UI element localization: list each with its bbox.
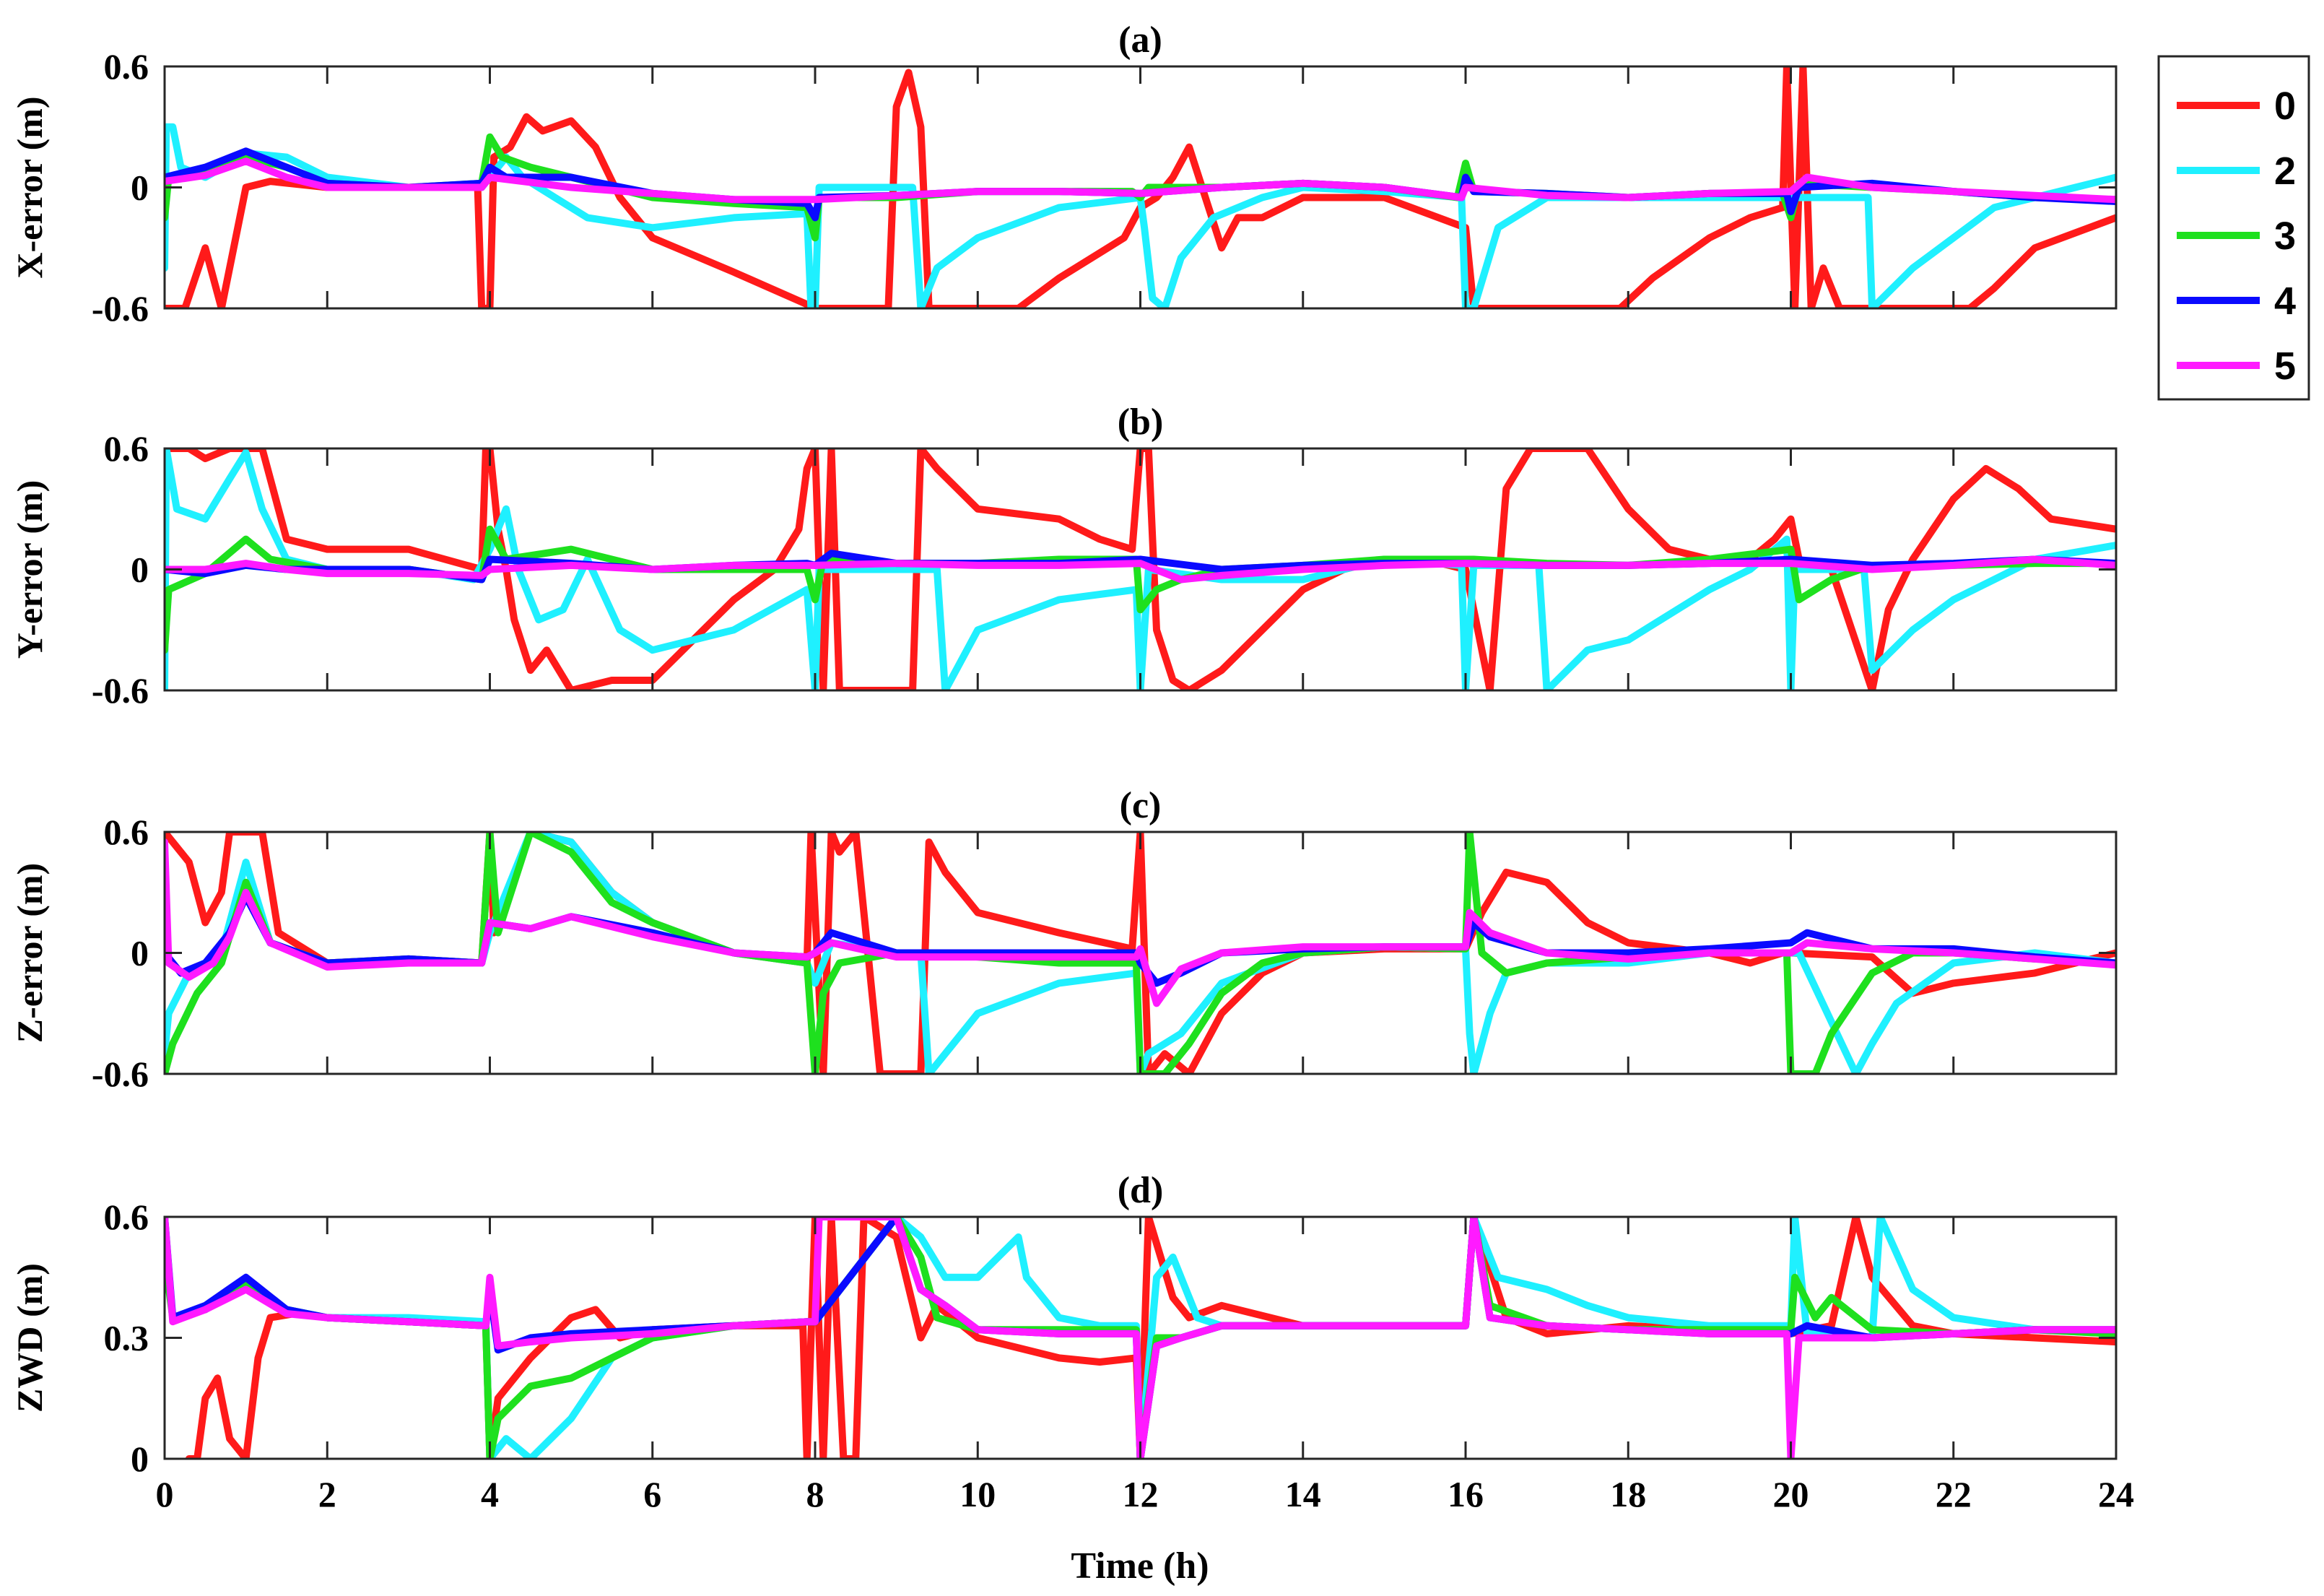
y-axis-label: X-error (m) [9,96,50,278]
y-tick-label: 0.3 [104,1318,149,1358]
x-tick-label: 2 [318,1474,336,1514]
x-tick-label: 8 [806,1474,824,1514]
panel-title: (d) [1118,1170,1164,1211]
legend-label-3: 3 [2274,214,2296,258]
y-tick-label: 0 [131,550,149,590]
series-line-5 [165,1217,2116,1459]
y-tick-label: 0 [131,168,149,208]
y-tick-label: 0 [131,933,149,973]
panels: -0.6 0 0.6 (a) X-error (m) -0.6 0 0.6 (b) Y-error… [9,19,2134,1514]
y-tick-label: -0.6 [92,670,149,711]
y-tick-label: 0.6 [104,812,149,852]
y-axis-label: Z-error (m) [9,863,50,1043]
series-group [165,448,2116,690]
x-tick-label: 10 [959,1474,996,1514]
y-tick-label: 0.6 [104,46,149,87]
panel-title: (a) [1118,19,1162,61]
legend-label-2: 2 [2274,149,2296,193]
series-line-5 [165,555,2116,584]
series-line-5 [165,838,2116,1007]
x-tick-label: 4 [481,1474,499,1514]
x-tick-label: 12 [1123,1474,1159,1514]
y-axis-label: Y-error (m) [9,480,50,659]
y-tick-label: 0 [131,1439,149,1479]
x-axis-label: Time (h) [1071,1545,1209,1587]
x-tick-label: 16 [1448,1474,1484,1514]
x-tick-label: 20 [1773,1474,1809,1514]
y-tick-label: 0.6 [104,428,149,469]
x-tick-label: 18 [1610,1474,1646,1514]
series-group [165,1217,2116,1459]
y-tick-label: 0.6 [104,1197,149,1237]
x-tick-label: 0 [156,1474,174,1514]
legend: 0 2 3 4 5 [2157,55,2310,401]
y-axis-label: ZWD (m) [9,1263,50,1413]
x-tick-label: 24 [2098,1474,2134,1514]
series-group [165,832,2116,1074]
y-tick-label: -0.6 [92,1054,149,1094]
legend-box [2157,55,2310,401]
series-line-0 [165,66,2116,308]
x-tick-label: 6 [643,1474,661,1514]
panel-1: -0.6 0 0.6 (a) X-error (m) [9,19,2118,329]
series-line-4 [165,893,2116,987]
panel-3: -0.6 0 0.6 (c) Z-error (m) [9,785,2118,1094]
series-group [165,66,2116,308]
y-tick-label: -0.6 [92,288,149,329]
x-tick-label: 14 [1285,1474,1321,1514]
panel-title: (c) [1120,785,1162,826]
x-tick-label: 22 [1936,1474,1972,1514]
legend-label-0: 0 [2274,84,2296,128]
legend-label-4: 4 [2274,279,2296,323]
legend-label-5: 5 [2274,344,2296,388]
panel-title: (b) [1118,402,1164,443]
panel-2: -0.6 0 0.6 (b) Y-error (m) [9,402,2118,711]
series-line-5 [165,157,2116,204]
